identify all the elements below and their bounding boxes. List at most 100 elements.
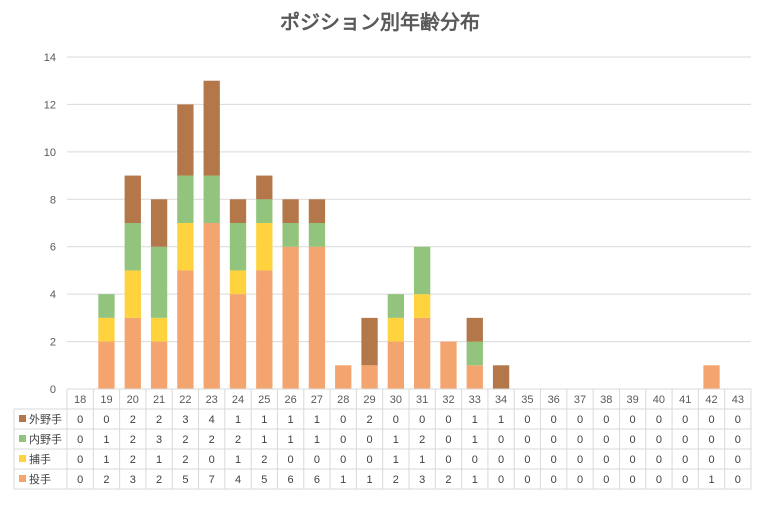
data-label: 6 (314, 474, 320, 486)
legend-label: 外野手 (29, 412, 62, 426)
bar-segment (150, 341, 168, 389)
data-label: 0 (603, 434, 609, 446)
data-label: 0 (103, 414, 109, 426)
data-label: 0 (77, 414, 83, 426)
data-label: 1 (103, 434, 109, 446)
data-label: 1 (498, 414, 504, 426)
data-label: 1 (419, 454, 425, 466)
bar-segment (282, 223, 299, 247)
x-tick-label: 37 (574, 394, 586, 406)
data-label: 1 (314, 414, 320, 426)
data-label: 0 (288, 454, 294, 466)
legend-label: 内野手 (29, 432, 62, 446)
data-label: 2 (130, 434, 136, 446)
data-label: 2 (103, 474, 109, 486)
x-tick-label: 19 (100, 394, 112, 406)
bar-segment (308, 223, 326, 247)
bar-segment (361, 365, 378, 389)
y-tick-label: 0 (50, 384, 56, 396)
legend-swatch (19, 415, 26, 422)
data-label: 0 (498, 454, 504, 466)
x-tick-label: 22 (179, 394, 191, 406)
data-label: 0 (656, 414, 662, 426)
bar-segment (203, 175, 220, 223)
bar-segment (256, 199, 273, 223)
data-label: 1 (340, 474, 346, 486)
bar-segment (229, 223, 247, 271)
data-label: 0 (366, 454, 372, 466)
legend-label: 捕手 (29, 452, 51, 466)
y-tick-label: 12 (44, 99, 56, 111)
bar-segment (413, 294, 431, 318)
data-label: 0 (682, 434, 688, 446)
bar-segment (150, 199, 168, 247)
bar-segment (124, 175, 141, 223)
data-label: 0 (630, 454, 636, 466)
bar-segment (440, 341, 457, 389)
data-label: 0 (603, 414, 609, 426)
bar-segment (256, 223, 273, 271)
data-label: 0 (77, 434, 83, 446)
data-label: 0 (630, 414, 636, 426)
bar-segment (177, 223, 194, 271)
bar-segment (98, 294, 115, 318)
x-tick-label: 43 (732, 394, 744, 406)
bar-segment (177, 104, 194, 176)
bar-segment (703, 365, 720, 389)
y-tick-label: 6 (50, 242, 56, 254)
bar-segment (203, 223, 220, 389)
bar-segment (229, 270, 247, 295)
chart-title: ポジション別年齢分布 (280, 10, 480, 34)
data-label: 0 (735, 414, 741, 426)
data-label: 0 (708, 434, 714, 446)
bar-segment (98, 317, 115, 342)
data-label: 0 (524, 414, 530, 426)
data-label: 0 (77, 454, 83, 466)
bar-segment (98, 341, 115, 389)
data-label: 0 (551, 414, 557, 426)
x-tick-label: 32 (442, 394, 454, 406)
bar-segment (282, 246, 299, 389)
data-label: 0 (682, 474, 688, 486)
x-tick-label: 35 (521, 394, 533, 406)
data-label: 1 (472, 414, 478, 426)
y-tick-label: 8 (50, 194, 56, 206)
x-tick-label: 31 (416, 394, 428, 406)
x-tick-label: 27 (311, 394, 323, 406)
data-label: 2 (445, 474, 451, 486)
data-label: 1 (235, 454, 241, 466)
data-label: 0 (603, 454, 609, 466)
legend-swatch (19, 435, 26, 442)
data-label: 0 (630, 434, 636, 446)
data-label: 4 (235, 474, 241, 486)
data-table: 18 19 20 21 22 23 24 25 26 27 28 29 30 31 32 33 34 35 36 37… (13, 388, 752, 490)
data-label: 0 (524, 434, 530, 446)
data-label: 1 (261, 414, 267, 426)
bar-segment (177, 175, 194, 223)
data-label: 2 (209, 434, 215, 446)
bar-segment (203, 80, 220, 176)
x-tick-label: 23 (206, 394, 218, 406)
data-label: 4 (209, 414, 215, 426)
data-label: 0 (682, 454, 688, 466)
x-tick-label: 39 (626, 394, 638, 406)
data-label: 0 (419, 414, 425, 426)
data-label: 1 (708, 474, 714, 486)
data-label: 1 (393, 454, 399, 466)
data-label: 3 (419, 474, 425, 486)
bar-segment (466, 365, 483, 389)
x-tick-label: 28 (337, 394, 349, 406)
x-tick-label: 26 (284, 394, 296, 406)
data-label: 0 (551, 474, 557, 486)
data-label: 3 (130, 474, 136, 486)
data-label: 0 (498, 474, 504, 486)
bar-segment (124, 270, 141, 318)
data-label: 1 (472, 474, 478, 486)
bar-segment (492, 365, 510, 389)
data-label: 0 (524, 454, 530, 466)
data-label: 6 (288, 474, 294, 486)
data-label: 2 (130, 414, 136, 426)
x-tick-label: 42 (705, 394, 717, 406)
data-label: 0 (524, 474, 530, 486)
data-label: 0 (340, 414, 346, 426)
